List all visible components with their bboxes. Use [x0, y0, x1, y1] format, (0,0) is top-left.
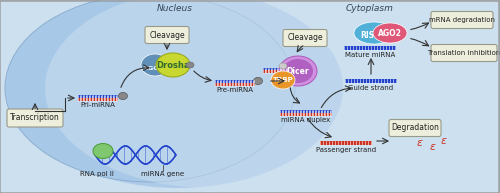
Ellipse shape — [186, 62, 194, 68]
Text: AGO2: AGO2 — [378, 29, 402, 37]
Text: Cleavage: Cleavage — [287, 34, 323, 42]
FancyBboxPatch shape — [78, 98, 118, 101]
Ellipse shape — [279, 56, 317, 86]
FancyBboxPatch shape — [283, 30, 327, 47]
Ellipse shape — [93, 144, 113, 158]
Text: Nucleus: Nucleus — [157, 4, 193, 13]
Text: RISC: RISC — [360, 30, 380, 40]
FancyBboxPatch shape — [345, 79, 397, 83]
Text: Passenger strand: Passenger strand — [316, 147, 376, 153]
Ellipse shape — [373, 23, 407, 43]
FancyBboxPatch shape — [344, 46, 396, 50]
Text: Degradation: Degradation — [391, 124, 439, 133]
Text: TRBP: TRBP — [272, 77, 293, 83]
Ellipse shape — [141, 54, 169, 76]
Text: ε: ε — [417, 138, 423, 148]
FancyBboxPatch shape — [320, 141, 372, 145]
FancyBboxPatch shape — [7, 109, 63, 127]
FancyBboxPatch shape — [280, 113, 332, 116]
Text: DGCR8: DGCR8 — [143, 65, 167, 70]
Ellipse shape — [45, 0, 375, 188]
Text: Mature miRNA: Mature miRNA — [345, 52, 395, 58]
Ellipse shape — [118, 92, 128, 100]
Text: Guide strand: Guide strand — [348, 85, 394, 91]
Text: mRNA degradation: mRNA degradation — [429, 17, 495, 23]
Text: Dicer: Dicer — [286, 67, 310, 75]
FancyBboxPatch shape — [431, 12, 493, 29]
Text: Pri-miRNA: Pri-miRNA — [80, 102, 116, 108]
Text: Transcription: Transcription — [10, 113, 60, 123]
Text: Drosha: Drosha — [156, 60, 190, 69]
FancyBboxPatch shape — [78, 95, 118, 98]
Ellipse shape — [279, 63, 287, 69]
Ellipse shape — [13, 0, 343, 188]
Text: RNA pol II: RNA pol II — [80, 171, 114, 177]
FancyBboxPatch shape — [215, 83, 255, 86]
FancyBboxPatch shape — [263, 68, 287, 70]
FancyBboxPatch shape — [280, 110, 332, 113]
Ellipse shape — [254, 77, 262, 85]
FancyBboxPatch shape — [431, 45, 497, 62]
Text: ε: ε — [441, 136, 447, 146]
Ellipse shape — [5, 0, 295, 182]
Ellipse shape — [354, 22, 394, 44]
Ellipse shape — [283, 59, 313, 83]
Text: Cytoplasm: Cytoplasm — [346, 4, 394, 13]
Text: miRNA gene: miRNA gene — [142, 171, 184, 177]
FancyBboxPatch shape — [145, 26, 189, 43]
Text: miRNA duplex: miRNA duplex — [282, 117, 331, 123]
Ellipse shape — [156, 53, 190, 77]
Ellipse shape — [271, 71, 295, 89]
Text: Pre-miRNA: Pre-miRNA — [216, 87, 254, 93]
Text: ε: ε — [430, 142, 436, 152]
FancyBboxPatch shape — [263, 70, 287, 73]
Text: Translation inhibition: Translation inhibition — [428, 50, 500, 56]
Text: Cleavage: Cleavage — [149, 30, 185, 40]
FancyBboxPatch shape — [389, 119, 441, 136]
FancyBboxPatch shape — [215, 80, 255, 83]
